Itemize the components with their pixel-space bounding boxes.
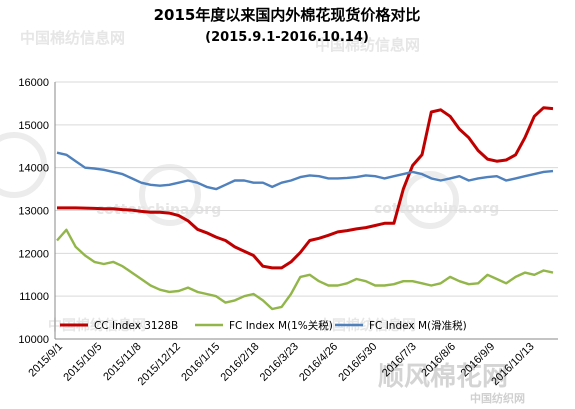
watermark-brand: 顺风棉花网 bbox=[378, 362, 508, 392]
watermark-top-left: 中国棉纺信息网 bbox=[20, 29, 125, 47]
series-line-1 bbox=[57, 106, 554, 270]
x-tick-label: 2016/2/18 bbox=[219, 341, 262, 384]
watermark-layer: 中国棉纺信息网 中国棉纺信息网 cottonchina.org cottonch… bbox=[0, 29, 525, 405]
series-line-3 bbox=[56, 151, 554, 191]
y-tick-label: 11000 bbox=[19, 291, 49, 303]
watermark-mid-right: cottonchina.org bbox=[374, 201, 499, 217]
legend-label-2: FC Index M(1%关税) bbox=[229, 319, 333, 332]
chart-subtitle: (2015.9.1-2016.10.14) bbox=[205, 30, 369, 45]
chart-title: 2015年度以来国内外棉花现货价格对比 bbox=[154, 6, 421, 24]
watermark-bottom-mid: 中国棉纺信息网 bbox=[318, 317, 416, 334]
watermark-top-center: 中国棉纺信息网 bbox=[315, 36, 420, 54]
x-tick-label: 2016/3/23 bbox=[258, 341, 301, 384]
y-tick-label: 16000 bbox=[18, 77, 49, 89]
x-tick-label: 2016/1/15 bbox=[179, 341, 222, 384]
watermark-ring-mid bbox=[139, 164, 201, 226]
y-tick-label: 14000 bbox=[18, 163, 49, 175]
x-tick-label: 2015/10/5 bbox=[61, 341, 104, 384]
y-tick-label: 13000 bbox=[18, 206, 49, 218]
legend-label-3: FC Index M(滑准税) bbox=[369, 319, 467, 332]
legend: CC Index 3128B FC Index M(1%关税) FC Index M… bbox=[60, 319, 467, 332]
x-tick-label: 2015/9/1 bbox=[26, 341, 65, 380]
y-tick-label: 10000 bbox=[18, 334, 49, 346]
series-line-2 bbox=[56, 228, 554, 311]
y-tick-label: 12000 bbox=[18, 248, 49, 260]
x-tick-label: 2015/12/12 bbox=[136, 341, 183, 388]
watermark-brand-sub: 中国纺织网 bbox=[470, 391, 525, 405]
legend-label-1: CC Index 3128B bbox=[94, 320, 178, 332]
x-tick-label: 2016/4/26 bbox=[297, 341, 340, 384]
x-tick-label: 2016/5/30 bbox=[336, 341, 379, 384]
y-tick-label: 15000 bbox=[18, 120, 49, 132]
y-axis: 10000 11000 12000 13000 14000 15000 16000 bbox=[18, 77, 56, 346]
watermark-ring-right bbox=[401, 171, 459, 229]
watermark-ring-left bbox=[0, 132, 47, 198]
watermark-bottom-left: 中国棉纺信息网 bbox=[48, 317, 146, 334]
series-layer bbox=[56, 106, 554, 311]
